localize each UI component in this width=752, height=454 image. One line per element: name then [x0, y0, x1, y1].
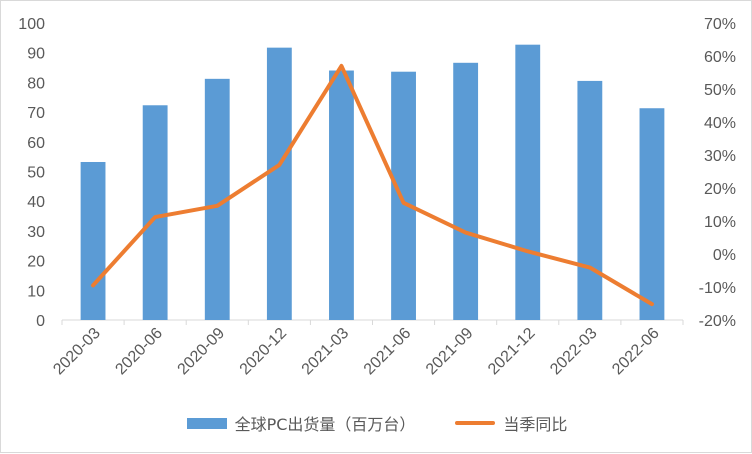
y-right-tick-label: 30%	[704, 148, 736, 165]
line-yoy-point	[215, 204, 219, 208]
y-right-tick-label: 20%	[704, 181, 736, 198]
bar-shipments	[515, 44, 541, 320]
line-yoy	[91, 63, 654, 307]
x-tick-label: 2020-06	[112, 325, 166, 379]
bar-shipments	[391, 71, 416, 320]
bar-shipments	[329, 70, 354, 321]
line-yoy-point	[526, 249, 530, 253]
line-yoy-point	[277, 163, 281, 167]
x-tick-label: 2021-09	[423, 325, 477, 379]
x-tick-label: 2020-12	[237, 325, 291, 379]
x-tick-label: 2020-03	[50, 325, 104, 379]
y-left-tick-label: 10	[27, 283, 45, 300]
line-yoy-point	[588, 266, 592, 270]
legend-item-yoy: 当季同比	[455, 411, 567, 435]
y-left-tick-label: 40	[27, 194, 45, 211]
x-tick-label: 2021-03	[299, 325, 353, 379]
line-yoy-point	[402, 201, 406, 205]
bar-shipments	[142, 105, 168, 320]
legend-swatch-bar	[186, 417, 227, 429]
y-left-tick-label: 30	[27, 224, 45, 241]
x-tick-label: 2021-06	[361, 325, 415, 379]
chart-legend: 全球PC出货量（百万台） 当季同比	[1, 409, 752, 437]
y-left-tick-label: 70	[27, 105, 45, 122]
legend-item-shipments: 全球PC出货量（百万台）	[186, 411, 416, 435]
y-right-tick-label: 60%	[704, 49, 736, 66]
bar-shipments	[577, 80, 603, 320]
y-right-tick-label: 50%	[704, 82, 736, 99]
x-tick-label: 2022-06	[609, 325, 663, 379]
y-left-tick-label: 20	[27, 254, 45, 271]
x-tick-label: 2021-12	[485, 325, 539, 379]
line-yoy-point	[91, 283, 95, 287]
y-left-tick-label: 60	[27, 135, 45, 152]
line-yoy-point	[650, 302, 654, 306]
y-right-tick-label: 70%	[704, 16, 736, 33]
y-left-tick-label: 90	[27, 46, 45, 63]
legend-swatch-line	[455, 421, 496, 425]
line-yoy-point	[153, 215, 157, 219]
line-yoy-point	[464, 231, 468, 235]
x-tick-label: 2020-09	[175, 325, 229, 379]
legend-label-shipments: 全球PC出货量（百万台）	[234, 415, 416, 434]
bar-shipments	[266, 47, 292, 320]
bar-shipments	[80, 161, 106, 320]
y-left-tick-label: 50	[27, 165, 45, 182]
y-right-tick-label: 10%	[704, 214, 736, 231]
y-right-tick-label: -10%	[699, 280, 736, 297]
y-right-tick-label: -20%	[699, 313, 736, 330]
x-tick-label: 2022-03	[547, 325, 601, 379]
y-right-tick-label: 40%	[704, 115, 736, 132]
line-yoy-point	[339, 64, 343, 68]
y-left-tick-label: 80	[27, 75, 45, 92]
bar-shipments	[639, 108, 665, 320]
legend-label-yoy: 当季同比	[503, 415, 568, 434]
y-left-tick-label: 100	[18, 16, 45, 33]
y-right-tick-label: 0%	[713, 247, 736, 264]
bar-shipments	[453, 62, 479, 320]
y-left-tick-label: 0	[36, 313, 45, 330]
